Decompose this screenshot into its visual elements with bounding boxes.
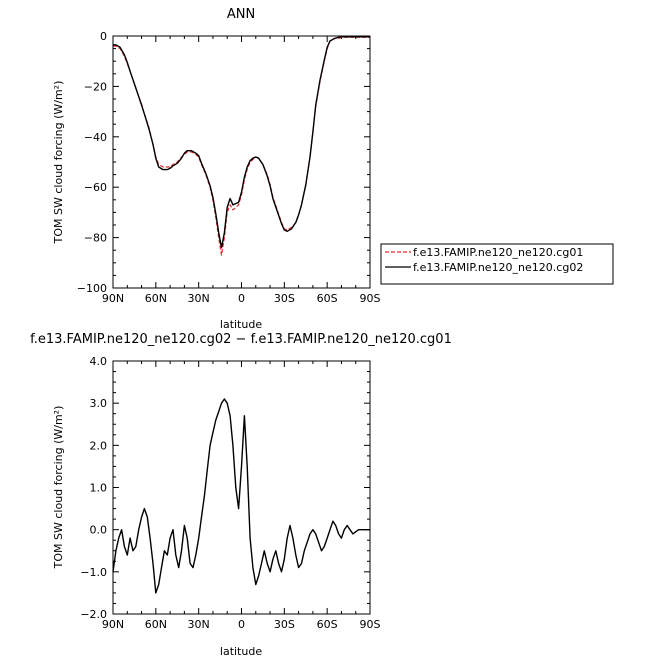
x-tick-label: 90S [360, 292, 381, 305]
bottom-x-axis-label: latitude [220, 645, 262, 658]
y-tick-label: −100 [77, 282, 107, 295]
top-legend: f.e13.FAMIP.ne120_ne120.cg01 f.e13.FAMIP.… [380, 243, 614, 285]
x-tick-label: 60N [145, 292, 167, 305]
x-tick-label: 60S [317, 292, 338, 305]
bottom-axis-ticks [112, 360, 371, 615]
x-tick-label: 30S [274, 618, 295, 631]
y-tick-label: 4.0 [90, 355, 108, 368]
x-tick-label: 60S [317, 618, 338, 631]
y-tick-label: 2.0 [90, 439, 108, 452]
series-line-1 [112, 398, 370, 594]
bottom-y-axis-label: TOM SW cloud forcing (W/m²) [52, 406, 65, 570]
y-tick-label: −60 [84, 181, 107, 194]
legend-box [380, 243, 614, 285]
top-panel: ANN 90N 60N 30N 0 30S 60S 90S 0 −20 −40 −60 −80 −10… [52, 7, 614, 331]
top-plot-frame [112, 35, 371, 289]
bottom-x-tick-labels: 90N 60N 30N 0 30S 60S 90S [102, 618, 381, 631]
y-tick-label: −2.0 [80, 608, 107, 621]
x-tick-label: 30N [188, 292, 210, 305]
top-axis-ticks [112, 35, 371, 289]
y-tick-label: 0 [100, 30, 107, 43]
bottom-y-tick-labels: 4.0 3.0 2.0 1.0 0.0 −1.0 −2.0 [80, 355, 107, 621]
x-tick-label: 30S [274, 292, 295, 305]
y-tick-label: 0.0 [90, 524, 108, 537]
x-tick-label: 0 [238, 292, 245, 305]
x-tick-label: 0 [238, 618, 245, 631]
y-tick-label: 3.0 [90, 397, 108, 410]
top-x-axis-label: latitude [220, 318, 262, 331]
top-chart-title: ANN [227, 7, 255, 22]
x-tick-label: 90N [102, 292, 124, 305]
y-tick-label: −1.0 [80, 566, 107, 579]
top-series-group [113, 36, 370, 256]
x-tick-label: 30N [188, 618, 210, 631]
series-line-1 [113, 36, 370, 256]
x-tick-label: 90S [360, 618, 381, 631]
y-tick-label: −40 [84, 131, 107, 144]
top-y-tick-labels: 0 −20 −40 −60 −80 −100 [77, 30, 107, 295]
x-tick-label: 60N [145, 618, 167, 631]
bottom-plot-frame [112, 360, 371, 615]
bottom-chart-title: f.e13.FAMIP.ne120_ne120.cg02 − f.e13.FAM… [30, 332, 452, 347]
y-tick-label: 1.0 [90, 482, 108, 495]
y-tick-label: −80 [84, 232, 107, 245]
bottom-series-group [112, 398, 370, 594]
top-x-tick-labels: 90N 60N 30N 0 30S 60S 90S [102, 292, 381, 305]
series-line-2 [113, 36, 370, 249]
y-tick-label: −20 [84, 80, 107, 93]
top-y-axis-label: TOM SW cloud forcing (W/m²) [52, 81, 65, 245]
bottom-panel: f.e13.FAMIP.ne120_ne120.cg02 − f.e13.FAM… [30, 332, 452, 658]
legend-entry: f.e13.FAMIP.ne120_ne120.cg02 [413, 261, 583, 274]
x-tick-label: 90N [102, 618, 124, 631]
legend-entry: f.e13.FAMIP.ne120_ne120.cg01 [413, 246, 583, 259]
